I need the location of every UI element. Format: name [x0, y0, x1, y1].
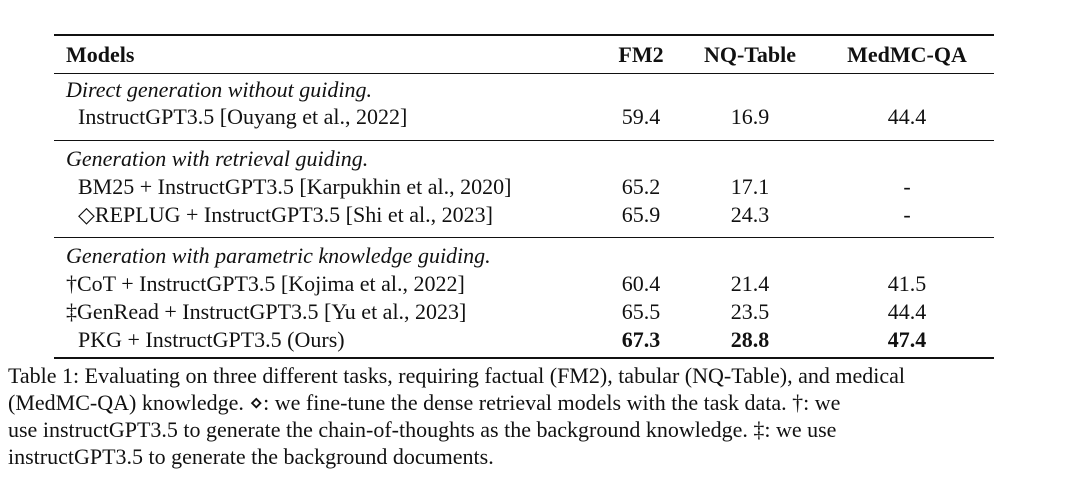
- fm2-value: 65.9: [621, 202, 661, 227]
- nq-table-value: 16.9: [730, 104, 770, 129]
- medmc-qa-value: 47.4: [887, 327, 927, 352]
- fm2-value: 65.5: [621, 299, 661, 324]
- group-title: Generation with parametric knowledge gui…: [66, 243, 491, 268]
- caption-line: Table 1: Evaluating on three different t…: [8, 363, 905, 388]
- medmc-qa-value: -: [903, 202, 911, 227]
- nq-table-value: 23.5: [730, 299, 770, 324]
- header-fm2: FM2: [618, 42, 664, 67]
- fm2-value: 60.4: [621, 271, 661, 296]
- header-models: Models: [66, 42, 135, 67]
- caption-line: instructGPT3.5 to generate the backgroun…: [8, 444, 494, 469]
- table-top-rule: [54, 34, 994, 36]
- fm2-value: 59.4: [621, 104, 661, 129]
- nq-table-value: 17.1: [730, 174, 770, 199]
- table-caption: Table 1: Evaluating on three different t…: [8, 362, 1036, 470]
- model-name: ◇REPLUG + InstructGPT3.5 [Shi et al., 20…: [78, 202, 493, 227]
- model-name: BM25 + InstructGPT3.5 [Karpukhin et al.,…: [78, 174, 512, 199]
- model-name: ‡GenRead + InstructGPT3.5 [Yu et al., 20…: [66, 299, 467, 324]
- fm2-value: 65.2: [621, 174, 661, 199]
- group-title: Generation with retrieval guiding.: [66, 146, 369, 171]
- model-name: InstructGPT3.5 [Ouyang et al., 2022]: [78, 104, 408, 129]
- medmc-qa-value: 41.5: [887, 271, 927, 296]
- caption-line: (MedMC-QA) knowledge. ⋄: we fine-tune th…: [8, 390, 841, 415]
- medmc-qa-value: 44.4: [887, 299, 927, 324]
- header-rule: [54, 73, 994, 74]
- nq-table-value: 28.8: [730, 327, 770, 352]
- fm2-value: 67.3: [621, 327, 661, 352]
- caption-line: use instructGPT3.5 to generate the chain…: [8, 417, 837, 442]
- nq-table-value: 21.4: [730, 271, 770, 296]
- group-title: Direct generation without guiding.: [66, 77, 372, 102]
- table-bottom-rule: [54, 357, 994, 359]
- model-name: †CoT + InstructGPT3.5 [Kojima et al., 20…: [66, 271, 465, 296]
- nq-table-value: 24.3: [730, 202, 770, 227]
- header-nq-table: NQ-Table: [703, 42, 797, 67]
- group-rule: [54, 237, 994, 238]
- medmc-qa-value: -: [903, 174, 911, 199]
- header-medmc-qa: MedMC-QA: [847, 42, 967, 67]
- group-rule: [54, 140, 994, 141]
- medmc-qa-value: 44.4: [887, 104, 927, 129]
- model-name: PKG + InstructGPT3.5 (Ours): [78, 327, 345, 352]
